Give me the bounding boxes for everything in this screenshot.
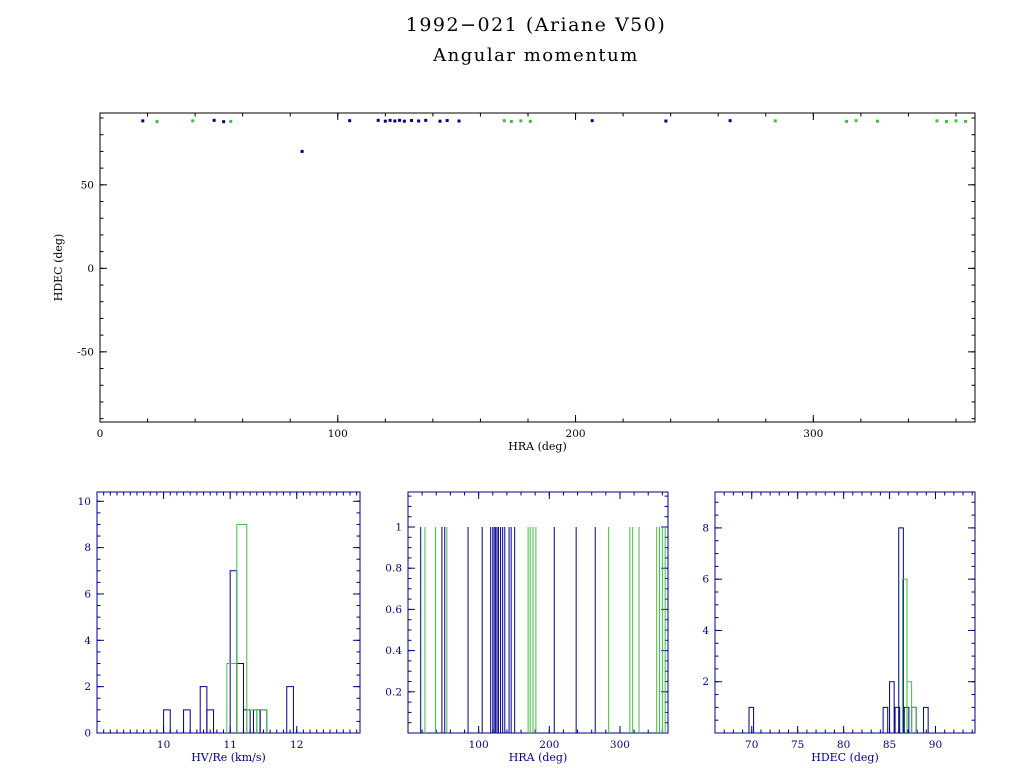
svg-text:2: 2 xyxy=(84,681,91,693)
svg-text:75: 75 xyxy=(791,739,804,751)
title-block: 1992−021 (Ariane V50) Angular momentum xyxy=(36,14,1024,66)
svg-text:85: 85 xyxy=(883,739,896,751)
svg-text:HV/Re (km/s): HV/Re (km/s) xyxy=(191,751,266,764)
svg-text:0: 0 xyxy=(97,428,104,440)
svg-text:0.6: 0.6 xyxy=(385,604,402,616)
svg-text:HRA (deg): HRA (deg) xyxy=(509,751,568,764)
svg-text:11: 11 xyxy=(223,739,236,751)
svg-text:80: 80 xyxy=(837,739,850,751)
svg-text:0.2: 0.2 xyxy=(385,686,402,698)
svg-text:1: 1 xyxy=(395,522,402,534)
svg-text:6: 6 xyxy=(702,574,709,586)
svg-text:300: 300 xyxy=(803,428,823,440)
figure-subtitle: Angular momentum xyxy=(433,45,639,66)
svg-text:0: 0 xyxy=(87,263,94,275)
svg-text:8: 8 xyxy=(702,522,709,534)
svg-text:200: 200 xyxy=(566,428,586,440)
svg-text:HDEC (deg): HDEC (deg) xyxy=(811,751,879,764)
scatter-panel-hra-vs-hdec: 0 100 200 300 -50 0 50 HRA (deg) HDEC (deg) xyxy=(52,112,976,453)
svg-text:4: 4 xyxy=(84,635,91,647)
svg-text:4: 4 xyxy=(702,625,709,637)
svg-text:0.8: 0.8 xyxy=(385,563,402,575)
svg-text:300: 300 xyxy=(610,739,630,751)
svg-text:8: 8 xyxy=(84,542,91,554)
figure-title: 1992−021 (Ariane V50) xyxy=(405,14,667,36)
histogram-panel-hdec: 70 75 80 85 90 2 4 6 8 HDEC (deg) xyxy=(702,491,976,764)
svg-text:12: 12 xyxy=(290,739,303,751)
svg-text:200: 200 xyxy=(539,739,559,751)
svg-text:10: 10 xyxy=(78,496,91,508)
svg-text:2: 2 xyxy=(702,676,709,688)
svg-text:90: 90 xyxy=(929,739,942,751)
svg-text:100: 100 xyxy=(328,428,348,440)
svg-text:70: 70 xyxy=(745,739,758,751)
histogram-panel-hv-re: 10 11 12 0 2 4 6 8 10 HV/Re (km/s) xyxy=(78,491,361,764)
spike-panel-hra: 100 200 300 0.2 0.4 0.6 0.8 1 HRA (deg) xyxy=(385,491,669,764)
svg-text:HRA (deg): HRA (deg) xyxy=(508,440,567,453)
svg-text:50: 50 xyxy=(81,179,94,191)
svg-text:6: 6 xyxy=(84,588,91,600)
svg-text:100: 100 xyxy=(469,739,489,751)
svg-text:10: 10 xyxy=(157,739,170,751)
svg-text:0: 0 xyxy=(84,728,91,740)
svg-text:0.4: 0.4 xyxy=(385,645,402,657)
svg-text:-50: -50 xyxy=(77,346,94,358)
svg-text:HDEC (deg): HDEC (deg) xyxy=(52,234,65,302)
